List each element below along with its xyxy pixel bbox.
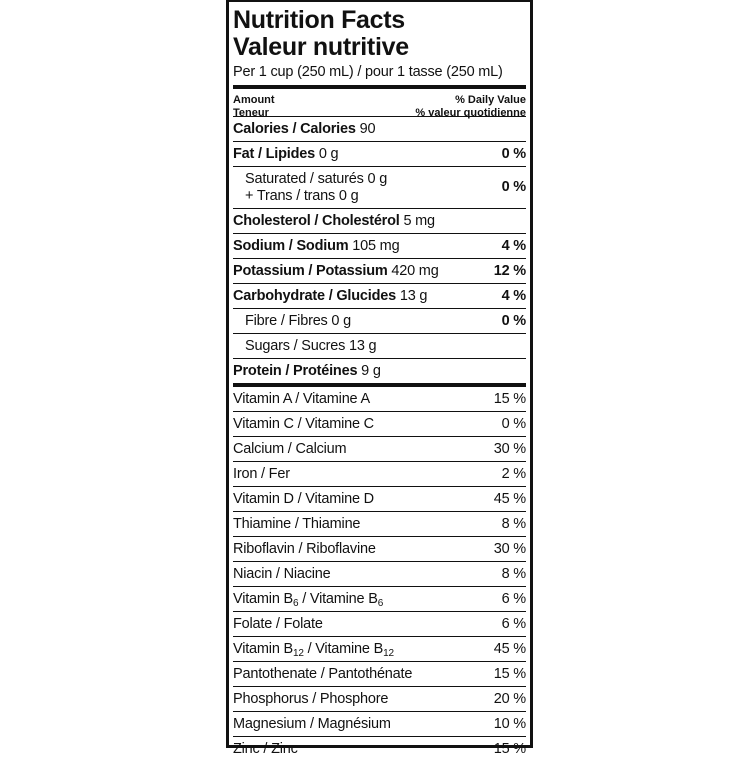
vitamin-row: Magnesium / Magnésium 10 % xyxy=(233,712,526,736)
nutrient-dv: 0 % xyxy=(501,179,527,195)
nutrient-amount: 105 mg xyxy=(352,238,400,254)
vitamin-label: Calcium / Calcium xyxy=(233,441,347,457)
vitamin-label: Magnesium / Magnésium xyxy=(233,716,391,732)
vitamin-row: Calcium / Calcium 30 % xyxy=(233,437,526,461)
vitamin-row: Vitamin B12 / Vitamine B12 45 % xyxy=(233,637,526,661)
vitamin-label: Vitamin C / Vitamine C xyxy=(233,416,374,432)
nutrient-label: Cholesterol / Cholestérol xyxy=(233,213,400,229)
vitamin-label: Vitamin A / Vitamine A xyxy=(233,391,370,407)
sugars-row: Sugars / Sucres 13 g xyxy=(233,334,526,358)
title-en: Nutrition Facts xyxy=(233,6,405,34)
vitamin-label: Vitamin B12 / Vitamine B12 xyxy=(233,641,394,659)
vitamins-list: Vitamin A / Vitamine A 15 % Vitamin C / Vi… xyxy=(233,387,526,761)
nutrient-label: Carbohydrate / Glucides xyxy=(233,288,396,304)
vitamin-dv: 20 % xyxy=(493,691,526,707)
nutrient-label: Potassium / Potassium xyxy=(233,263,388,279)
vitamin-row: Iron / Fer 2 % xyxy=(233,462,526,486)
vitamin-label: Vitamin B6 / Vitamine B6 xyxy=(233,591,384,609)
fat-row: Fat / Lipides 0 g 0 % xyxy=(233,142,526,166)
calories-value: 90 xyxy=(359,121,376,137)
vitamin-label: Pantothenate / Pantothénate xyxy=(233,666,413,682)
vitamin-label: Folate / Folate xyxy=(233,616,323,632)
vitamin-dv: 10 % xyxy=(493,716,526,732)
fibre-row: Fibre / Fibres 0 g 0 % xyxy=(233,309,526,333)
vitamin-label: Zinc / Zinc xyxy=(233,741,298,757)
vitamin-dv: 8 % xyxy=(501,516,527,532)
subscript: 12 xyxy=(383,648,394,659)
nutrient-amount: 9 g xyxy=(361,363,381,379)
subscript: 6 xyxy=(293,598,299,609)
vitamin-label-part: Vitamin B xyxy=(233,591,293,607)
vitamin-label: Thiamine / Thiamine xyxy=(233,516,361,532)
vitamin-dv: 15 % xyxy=(493,666,526,682)
dv-fr: % valeur quotidienne xyxy=(415,107,526,119)
title-fr: Valeur nutritive xyxy=(233,33,409,61)
vitamin-row: Phosphorus / Phosphore 20 % xyxy=(233,687,526,711)
vitamin-dv: 2 % xyxy=(501,466,527,482)
vitamin-label: Riboflavin / Riboflavine xyxy=(233,541,376,557)
vitamin-label: Phosphorus / Phosphore xyxy=(233,691,389,707)
amount-fr: Teneur xyxy=(233,107,269,119)
vitamin-dv: 0 % xyxy=(501,416,527,432)
subscript: 6 xyxy=(377,598,384,609)
calories-label: Calories / Calories xyxy=(233,121,356,137)
vitamin-dv: 30 % xyxy=(493,441,526,457)
subscript: 12 xyxy=(293,648,304,659)
amount-en: Amount xyxy=(233,94,275,106)
nutrient-dv: 4 % xyxy=(501,288,527,304)
nutrient-label: Fibre / Fibres 0 g xyxy=(245,313,351,329)
vitamin-dv: 8 % xyxy=(501,566,527,582)
vitamin-row: Riboflavin / Riboflavine 30 % xyxy=(233,537,526,561)
vitamin-row: Vitamin D / Vitamine D 45 % xyxy=(233,487,526,511)
nutrient-label: Protein / Protéines xyxy=(233,363,358,379)
potassium-row: Potassium / Potassium 420 mg 12 % xyxy=(233,259,526,283)
vitamin-dv: 6 % xyxy=(501,616,527,632)
nutrient-dv: 0 % xyxy=(501,313,527,329)
vitamin-dv: 30 % xyxy=(493,541,526,557)
nutrient-label: Sugars / Sucres 13 g xyxy=(245,338,377,354)
vitamin-row: Thiamine / Thiamine 8 % xyxy=(233,512,526,536)
protein-row: Protein / Protéines 9 g xyxy=(233,359,526,383)
dv-en: % Daily Value xyxy=(455,94,526,106)
vitamin-label: Vitamin D / Vitamine D xyxy=(233,491,374,507)
vitamin-label: Niacin / Niacine xyxy=(233,566,331,582)
nutrient-amount: 13 g xyxy=(399,288,428,304)
nutrient-dv: 0 % xyxy=(501,146,527,162)
vitamin-row: Vitamin C / Vitamine C 0 % xyxy=(233,412,526,436)
nutrient-dv: 12 % xyxy=(493,263,526,279)
saturated-trans-row: Saturated / saturés 0 g + Trans / trans 0… xyxy=(233,167,526,208)
vitamin-row: Folate / Folate 6 % xyxy=(233,612,526,636)
vitamin-dv: 15 % xyxy=(493,741,526,757)
nutrition-facts-label: Nutrition Facts Valeur nutritive Per 1 c… xyxy=(226,0,533,757)
serving-size: Per 1 cup (250 mL) / pour 1 tasse (250 m… xyxy=(233,64,503,80)
nutrient-amount: 0 g xyxy=(318,146,339,162)
vitamin-label-part: Vitamin B xyxy=(233,641,293,657)
vitamin-row: Vitamin B6 / Vitamine B6 6 % xyxy=(233,587,526,611)
carbohydrate-row: Carbohydrate / Glucides 13 g 4 % xyxy=(233,284,526,308)
vitamin-dv: 45 % xyxy=(493,641,526,657)
thick-rule xyxy=(233,85,526,89)
nutrient-amount: 5 mg xyxy=(403,213,435,229)
nutrient-label: Fat / Lipides xyxy=(233,146,315,162)
vitamin-row: Niacin / Niacine 8 % xyxy=(233,562,526,586)
vitamin-label-part: / Vitamine B xyxy=(303,641,384,657)
nutrient-label: Sodium / Sodium xyxy=(233,238,349,254)
saturated-label: Saturated / saturés 0 g xyxy=(245,170,388,187)
nutrient-dv: 4 % xyxy=(501,238,527,254)
vitamin-dv: 15 % xyxy=(493,391,526,407)
column-header: Amount Teneur % Daily Value% valeur quoti… xyxy=(233,89,526,119)
nutrient-amount: 420 mg xyxy=(391,263,439,279)
vitamin-row: Zinc / Zinc 15 % xyxy=(233,737,526,761)
cholesterol-row: Cholesterol / Cholestérol 5 mg xyxy=(233,209,526,233)
vitamin-dv: 45 % xyxy=(493,491,526,507)
vitamin-row: Pantothenate / Pantothénate 15 % xyxy=(233,662,526,686)
sodium-row: Sodium / Sodium 105 mg 4 % xyxy=(233,234,526,258)
vitamin-row: Vitamin A / Vitamine A 15 % xyxy=(233,387,526,411)
calories-row: Calories / Calories 90 xyxy=(233,117,526,141)
vitamin-label-part: / Vitamine B xyxy=(298,591,378,607)
trans-label: + Trans / trans 0 g xyxy=(245,187,359,204)
vitamin-dv: 6 % xyxy=(501,591,527,607)
vitamin-label: Iron / Fer xyxy=(233,466,290,482)
